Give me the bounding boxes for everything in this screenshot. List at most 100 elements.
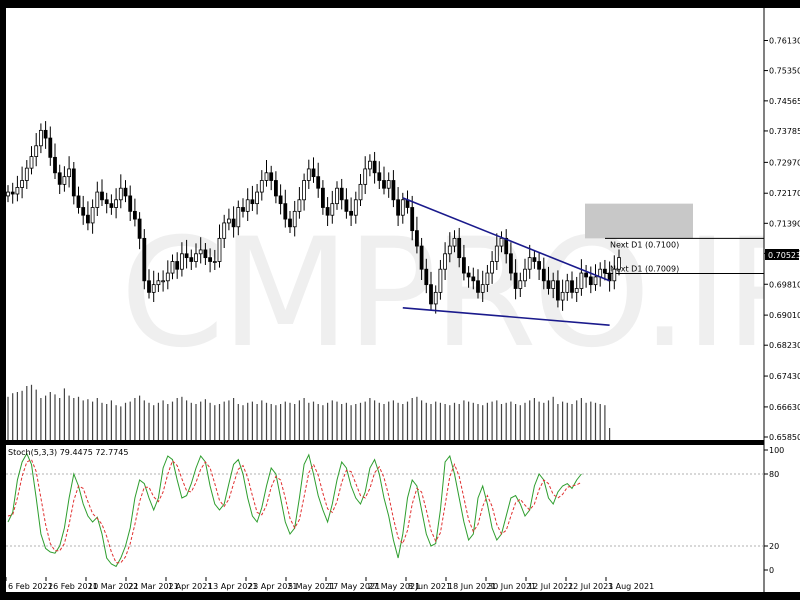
volume-bar xyxy=(585,402,587,440)
volume-bar xyxy=(317,404,319,440)
candle-body xyxy=(499,237,504,247)
volume-bar xyxy=(458,404,460,440)
candle-body xyxy=(259,180,264,193)
volume-bar xyxy=(482,405,484,440)
candle-body xyxy=(6,191,10,197)
stoch-tick-label: 20 xyxy=(769,542,779,551)
volume-bar xyxy=(543,402,545,440)
volume-bar xyxy=(162,400,164,440)
volume-bar xyxy=(63,388,65,440)
volume-bar xyxy=(439,402,441,440)
volume-bar xyxy=(21,390,23,440)
date-tick-label: 1 Apr 2021 xyxy=(168,582,212,591)
volume-bar xyxy=(496,400,498,440)
candle-body xyxy=(250,199,255,205)
candle-body xyxy=(20,180,25,188)
volume-bar xyxy=(406,401,409,440)
volume-bar xyxy=(468,401,470,440)
candle-body xyxy=(452,237,457,247)
volume-bar xyxy=(26,386,28,440)
volume-bar xyxy=(209,402,211,440)
trendline-upper[interactable] xyxy=(402,197,610,282)
volume-bar xyxy=(92,401,94,440)
volume-bar xyxy=(421,400,423,440)
candle-body xyxy=(264,172,269,181)
volume-bar xyxy=(392,400,394,440)
candle-body xyxy=(367,160,372,170)
volume-bar xyxy=(30,384,33,440)
candle-body xyxy=(34,145,39,157)
candle-body xyxy=(311,168,316,178)
volume-bar xyxy=(562,401,564,440)
candle-body xyxy=(541,268,546,282)
candle-body xyxy=(142,237,147,282)
price-tick-label: 0.65850 xyxy=(769,433,800,442)
candle-body xyxy=(504,237,509,255)
candle-body xyxy=(433,291,438,305)
candle-body xyxy=(76,195,81,208)
volume-bar xyxy=(35,389,37,440)
volume-bar xyxy=(430,404,432,440)
candle-body xyxy=(485,272,490,286)
volume-bar xyxy=(237,404,239,440)
volume-bar xyxy=(580,398,582,440)
volume-bar xyxy=(359,402,362,440)
candle-body xyxy=(57,172,62,185)
price-axis-strip xyxy=(764,8,800,592)
volume-bar xyxy=(251,401,253,440)
volume-bar xyxy=(261,400,263,440)
volume-bar xyxy=(571,404,573,440)
volume-bar xyxy=(214,405,216,440)
trendline-lower[interactable] xyxy=(402,306,610,326)
candle-body xyxy=(471,276,476,282)
candle-body xyxy=(527,257,532,270)
volume-bar xyxy=(383,404,385,440)
volume-bar xyxy=(68,395,70,440)
date-tick-label: 18 Jun 2021 xyxy=(448,582,496,591)
volume-bar xyxy=(77,396,80,440)
candle-body xyxy=(292,210,297,228)
candle-body xyxy=(410,207,415,232)
volume-bar xyxy=(82,400,84,440)
candle-body xyxy=(273,180,278,197)
candle-body xyxy=(363,168,368,185)
volume-bar xyxy=(477,404,479,440)
candle-body xyxy=(461,257,466,274)
volume-bar xyxy=(308,402,310,440)
volume-bar xyxy=(120,406,122,440)
candle-body xyxy=(339,187,344,201)
date-tick-label: 8 Jun 2021 xyxy=(408,582,451,591)
volume-bar xyxy=(247,402,249,440)
current-price-badge xyxy=(765,249,799,260)
candle-body xyxy=(584,272,588,278)
candle-body xyxy=(71,168,76,197)
candle-body xyxy=(189,257,194,262)
volume-bar xyxy=(547,400,550,440)
volume-bar xyxy=(139,395,141,440)
candle-body xyxy=(574,288,579,293)
volume-bar xyxy=(529,400,531,440)
volume-bar xyxy=(505,402,507,440)
price-tick-label: 0.73785 xyxy=(769,127,800,136)
stoch-tick-label: 80 xyxy=(769,470,779,479)
volume-bar xyxy=(176,398,178,440)
candle-body xyxy=(480,284,485,293)
volume-bar xyxy=(538,401,540,440)
candle-body xyxy=(617,257,621,270)
volume-bar xyxy=(500,404,503,440)
volume-bar xyxy=(124,402,127,440)
volume-bar xyxy=(298,400,300,440)
candle-body xyxy=(335,187,339,205)
candle-body xyxy=(15,187,20,195)
price-tick-label: 0.72970 xyxy=(769,158,800,167)
volume-bar xyxy=(604,405,606,440)
volume-bar xyxy=(7,396,9,440)
candle-body xyxy=(156,280,161,286)
volume-bar xyxy=(374,400,376,440)
volume-bar xyxy=(303,398,305,440)
volume-bar xyxy=(280,404,282,440)
candle-body xyxy=(104,199,109,205)
volume-bar xyxy=(449,405,451,440)
